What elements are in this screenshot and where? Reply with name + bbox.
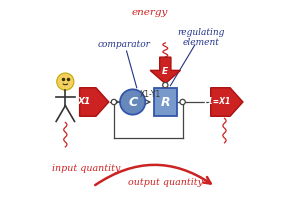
Text: Y1=X1: Y1=X1 <box>202 98 231 106</box>
Text: comparator: comparator <box>98 40 151 49</box>
Text: X1-Y1: X1-Y1 <box>140 90 161 99</box>
Text: regulating
element: regulating element <box>177 28 225 48</box>
Text: X1: X1 <box>77 98 91 106</box>
Bar <box>154 88 176 116</box>
Text: energy: energy <box>132 8 168 17</box>
Circle shape <box>111 99 116 105</box>
Text: E: E <box>162 67 168 76</box>
Text: output quantity: output quantity <box>128 178 203 187</box>
Circle shape <box>120 89 145 115</box>
Polygon shape <box>150 57 181 84</box>
Polygon shape <box>80 88 109 116</box>
Circle shape <box>163 82 168 88</box>
Text: input quantity: input quantity <box>52 164 121 173</box>
Circle shape <box>57 73 74 90</box>
Circle shape <box>180 99 185 105</box>
Text: R: R <box>160 95 170 109</box>
Text: C: C <box>128 95 137 109</box>
FancyArrowPatch shape <box>95 165 211 185</box>
Polygon shape <box>211 88 243 116</box>
